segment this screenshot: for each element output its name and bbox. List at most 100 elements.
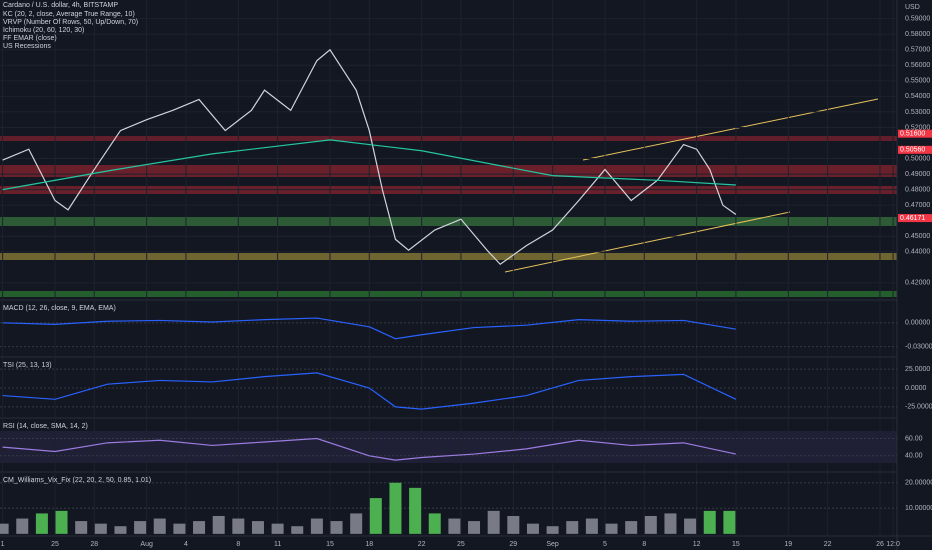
bar — [35, 513, 48, 534]
x-tick-label: 12:0 — [886, 541, 900, 548]
indicator-label: Ichimoku (20, 60, 120, 30) — [3, 27, 84, 34]
y-tick-label: 0.53000 — [905, 109, 930, 116]
x-tick-label: 22 — [824, 541, 832, 548]
bar — [369, 498, 382, 534]
bar — [75, 521, 88, 534]
y-tick-label: 60.00 — [905, 435, 923, 442]
y-tick-label: 0.45000 — [905, 233, 930, 240]
y-tick-label: 0.47000 — [905, 202, 930, 209]
x-tick-label: 19 — [784, 541, 792, 548]
y-tick-label: 0.42000 — [905, 280, 930, 287]
indicator-label: US Recessions — [3, 43, 51, 50]
y-tick-label: 0.49000 — [905, 171, 930, 178]
price-tag-label: 0.51600 — [900, 131, 925, 138]
bar — [310, 518, 323, 534]
legend-title: CM_Williams_Vix_Fix (22, 20, 2, 50, 0.85… — [3, 477, 151, 484]
y-tick-label: 0.56000 — [905, 62, 930, 69]
x-tick-label: 29 — [509, 541, 517, 548]
bar — [644, 515, 657, 534]
x-tick-label: 11 — [274, 541, 281, 548]
bar — [566, 521, 579, 534]
bar — [212, 515, 225, 534]
bar — [291, 526, 304, 534]
bar — [526, 523, 539, 534]
y-tick-label: 0.44000 — [905, 249, 930, 256]
bar — [428, 513, 441, 534]
y-tick-label: 0.58000 — [905, 31, 930, 38]
bar — [153, 518, 166, 534]
bar — [193, 521, 206, 534]
x-tick-label: 8 — [236, 541, 240, 548]
y-tick-label: 0.48000 — [905, 186, 930, 193]
y-tick-label: 0.52000 — [905, 124, 930, 131]
bar — [448, 518, 461, 534]
y-tick-label: 25.0000 — [905, 366, 930, 373]
bar — [703, 510, 716, 534]
series-line — [2, 372, 737, 410]
bar — [251, 521, 264, 534]
y-tick-label: 0.00000 — [905, 320, 930, 327]
bar — [94, 523, 107, 534]
bar — [173, 523, 186, 534]
y-tick-label: 10.00000 — [905, 505, 932, 512]
bar — [684, 518, 697, 534]
x-tick-label: 1 — [1, 541, 5, 548]
bar — [664, 513, 677, 534]
y-tick-label: 0.55000 — [905, 78, 930, 85]
x-tick-label: 28 — [90, 541, 98, 548]
bar — [389, 482, 402, 534]
bar — [0, 523, 9, 534]
x-tick-label: 12 — [693, 541, 701, 548]
x-tick-label: 26 — [876, 541, 884, 548]
bar — [16, 518, 29, 534]
x-tick-label: 15 — [732, 541, 740, 548]
bar — [350, 513, 363, 534]
legend-title: Cardano / U.S. dollar, 4h, BITSTAMP — [3, 2, 118, 9]
price-tag-label: 0.50560 — [900, 147, 925, 154]
legend-title: TSI (25, 13, 13) — [3, 362, 52, 369]
bar — [546, 526, 559, 534]
x-tick-label: Sep — [546, 541, 559, 548]
axis-unit: USD — [905, 4, 920, 11]
y-tick-label: 0.59000 — [905, 15, 930, 22]
bar — [625, 521, 638, 534]
series-line — [2, 139, 736, 191]
x-tick-label: 18 — [365, 541, 373, 548]
bar — [114, 526, 127, 534]
x-tick-label: 22 — [418, 541, 426, 548]
y-tick-label: 20.00000 — [905, 480, 932, 487]
x-tick-label: 15 — [326, 541, 334, 548]
series-line — [2, 437, 737, 461]
x-tick-label: 5 — [603, 541, 607, 548]
zone — [0, 291, 897, 297]
x-tick-label: 25 — [51, 541, 59, 548]
bar — [134, 521, 147, 534]
indicator-label: VRVP (Number Of Rows, 50, Up/Down, 70) — [3, 19, 138, 26]
rsi-band — [0, 431, 897, 463]
y-tick-label: -25.0000 — [905, 404, 932, 411]
bar — [330, 521, 343, 534]
series-line — [2, 317, 737, 340]
y-tick-label: 0.54000 — [905, 93, 930, 100]
x-tick-label: 8 — [642, 541, 646, 548]
x-tick-label: 25 — [457, 541, 465, 548]
y-tick-label: -0.03000 — [905, 344, 932, 351]
bar — [605, 523, 618, 534]
bar — [723, 510, 736, 534]
zone — [0, 217, 897, 226]
legend-title: RSI (14, close, SMA, 14, 2) — [3, 423, 88, 430]
series-line — [2, 48, 737, 266]
price-tag — [898, 145, 932, 154]
indicator-label: KC (20, 2, close, Average True Range, 10… — [3, 11, 135, 18]
bar — [271, 523, 284, 534]
trend-line — [582, 98, 879, 161]
zone — [0, 253, 897, 260]
bar — [585, 518, 598, 534]
y-tick-label: 0.57000 — [905, 47, 930, 54]
price-tag — [898, 214, 932, 223]
bar — [409, 487, 422, 534]
y-tick-label: 40.00 — [905, 453, 923, 460]
bar — [232, 518, 245, 534]
